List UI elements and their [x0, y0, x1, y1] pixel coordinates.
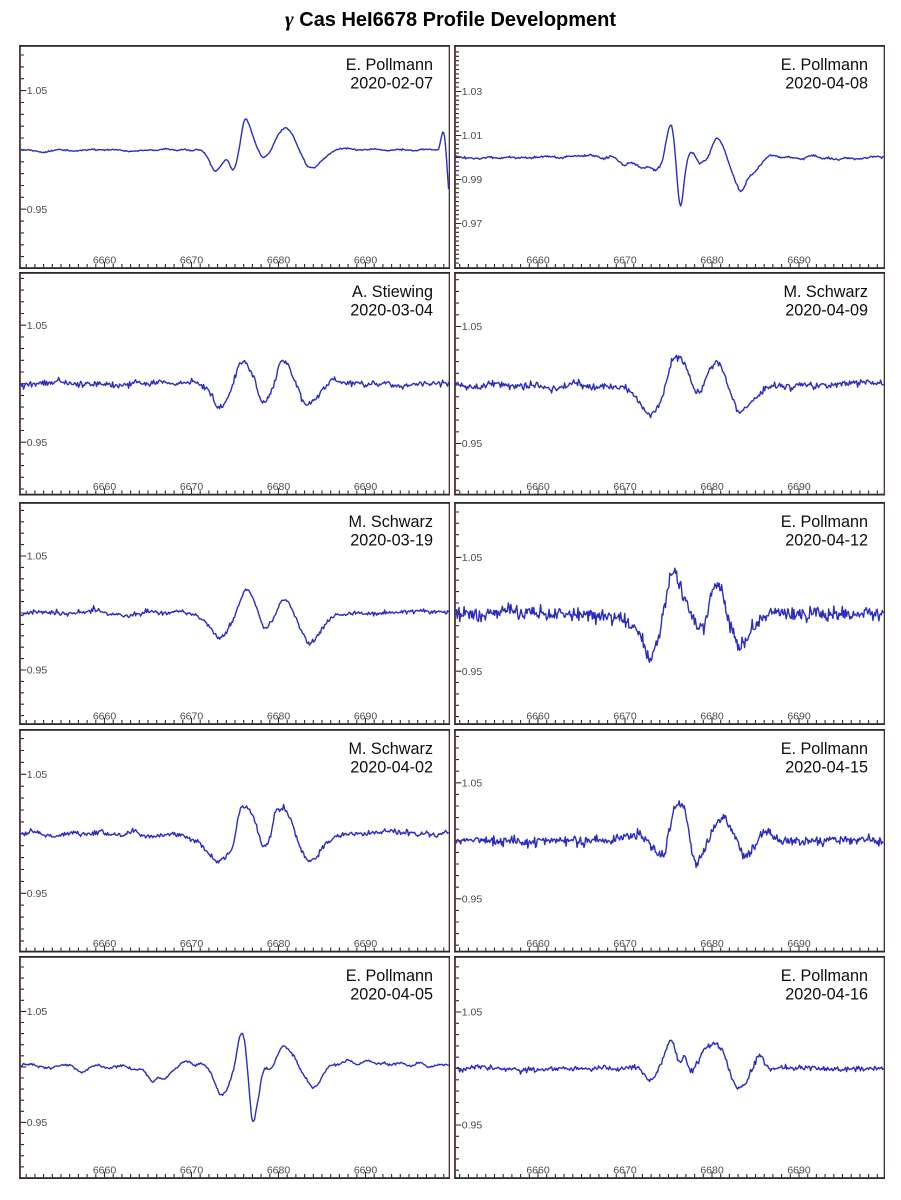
svg-text:0.95: 0.95 [461, 438, 482, 450]
svg-text:6670: 6670 [179, 1165, 203, 1177]
svg-text:0.95: 0.95 [461, 893, 482, 905]
svg-text:6680: 6680 [266, 1165, 290, 1177]
svg-text:M. Schwarz: M. Schwarz [783, 283, 868, 301]
svg-text:6660: 6660 [526, 254, 550, 266]
svg-text:6660: 6660 [92, 254, 116, 266]
svg-text:6670: 6670 [613, 710, 637, 722]
svg-text:2020-04-05: 2020-04-05 [350, 986, 433, 1004]
svg-text:0.95: 0.95 [461, 665, 482, 677]
svg-text:6660: 6660 [92, 481, 116, 493]
svg-text:6670: 6670 [613, 1165, 637, 1177]
svg-text:2020-02-07: 2020-02-07 [350, 74, 433, 92]
svg-text:0.95: 0.95 [26, 1117, 47, 1129]
svg-text:6670: 6670 [179, 254, 203, 266]
svg-text:2020-04-16: 2020-04-16 [785, 986, 868, 1004]
svg-text:6660: 6660 [92, 938, 116, 950]
svg-text:2020-03-19: 2020-03-19 [350, 531, 433, 549]
svg-text:6660: 6660 [526, 710, 550, 722]
svg-text:6680: 6680 [700, 938, 724, 950]
svg-text:0.95: 0.95 [26, 664, 47, 676]
svg-text:0.97: 0.97 [461, 218, 482, 230]
svg-text:6660: 6660 [526, 938, 550, 950]
svg-text:6670: 6670 [613, 938, 637, 950]
svg-text:2020-04-09: 2020-04-09 [785, 302, 868, 320]
svg-text:6680: 6680 [700, 481, 724, 493]
svg-text:0.95: 0.95 [26, 888, 47, 900]
svg-text:6690: 6690 [787, 254, 811, 266]
svg-text:6680: 6680 [266, 938, 290, 950]
svg-text:2020-04-08: 2020-04-08 [785, 74, 868, 92]
svg-text:6690: 6690 [353, 938, 377, 950]
svg-text:6660: 6660 [92, 710, 116, 722]
svg-text:1.01: 1.01 [461, 130, 482, 142]
svg-text:6690: 6690 [787, 481, 811, 493]
svg-text:1.05: 1.05 [461, 552, 482, 564]
svg-text:2020-04-12: 2020-04-12 [785, 531, 868, 549]
svg-text:6670: 6670 [613, 254, 637, 266]
svg-text:E. Pollmann: E. Pollmann [780, 56, 867, 74]
svg-text:6680: 6680 [266, 254, 290, 266]
svg-text:6690: 6690 [353, 710, 377, 722]
svg-text:0.95: 0.95 [461, 1120, 482, 1132]
svg-text:6690: 6690 [353, 254, 377, 266]
svg-text:6680: 6680 [266, 481, 290, 493]
svg-text:E. Pollmann: E. Pollmann [345, 967, 432, 985]
svg-text:2020-03-04: 2020-03-04 [350, 302, 433, 320]
svg-text:6680: 6680 [700, 710, 724, 722]
svg-text:0.95: 0.95 [26, 437, 47, 449]
svg-text:1.05: 1.05 [26, 85, 47, 97]
svg-text:6670: 6670 [613, 481, 637, 493]
svg-text:E. Pollmann: E. Pollmann [780, 740, 867, 758]
svg-text:6690: 6690 [787, 710, 811, 722]
svg-text:6670: 6670 [179, 481, 203, 493]
svg-text:E. Pollmann: E. Pollmann [780, 513, 867, 531]
svg-text:6660: 6660 [92, 1165, 116, 1177]
svg-text:6690: 6690 [353, 1165, 377, 1177]
svg-text:A. Stiewing: A. Stiewing [352, 283, 433, 301]
svg-text:1.05: 1.05 [26, 769, 47, 781]
svg-text:6660: 6660 [526, 1165, 550, 1177]
svg-text:1.05: 1.05 [461, 321, 482, 333]
svg-text:E. Pollmann: E. Pollmann [345, 56, 432, 74]
svg-text:6670: 6670 [179, 938, 203, 950]
svg-text:6680: 6680 [700, 1165, 724, 1177]
svg-text:0.99: 0.99 [461, 174, 482, 186]
svg-text:M. Schwarz: M. Schwarz [348, 513, 433, 531]
svg-text:1.05: 1.05 [461, 1007, 482, 1019]
svg-text:6680: 6680 [266, 710, 290, 722]
svg-text:M. Schwarz: M. Schwarz [348, 740, 433, 758]
svg-text:0.95: 0.95 [26, 203, 47, 215]
svg-text:2020-04-15: 2020-04-15 [785, 759, 868, 777]
svg-text:6690: 6690 [353, 481, 377, 493]
svg-text:1.05: 1.05 [26, 320, 47, 332]
svg-text:1.05: 1.05 [461, 777, 482, 789]
svg-text:1.05: 1.05 [26, 1006, 47, 1018]
svg-text:2020-04-02: 2020-04-02 [350, 759, 433, 777]
svg-text:6690: 6690 [787, 1165, 811, 1177]
svg-text:1.03: 1.03 [461, 86, 482, 98]
svg-text:6680: 6680 [700, 254, 724, 266]
svg-text:6690: 6690 [787, 938, 811, 950]
svg-text:6670: 6670 [179, 710, 203, 722]
svg-text:E. Pollmann: E. Pollmann [780, 967, 867, 985]
svg-text:6660: 6660 [526, 481, 550, 493]
svg-text:1.05: 1.05 [26, 550, 47, 562]
